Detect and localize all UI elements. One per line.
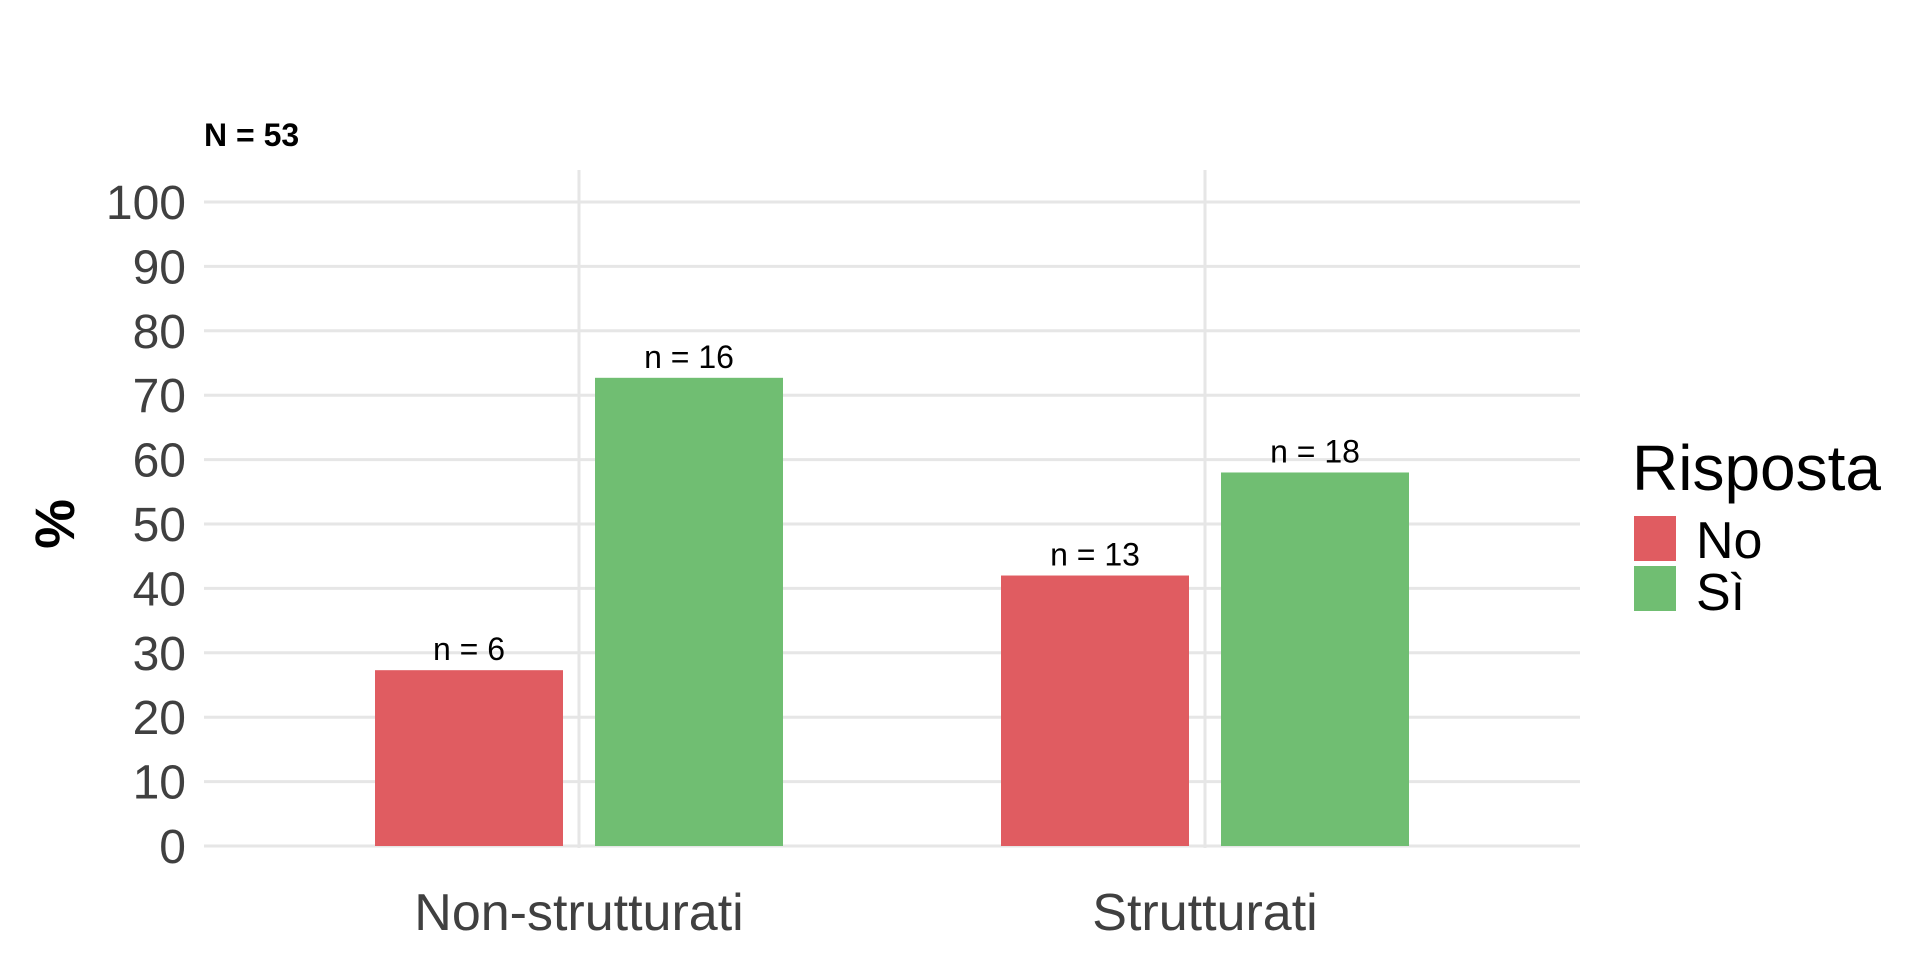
legend-title: Risposta — [1632, 432, 1881, 504]
bar-si-2 — [1221, 472, 1409, 846]
data-label-si-1: n = 16 — [644, 339, 734, 375]
y-tick-label-10: 10 — [133, 757, 186, 810]
x-axis-ticks: Non-strutturati Strutturati — [414, 884, 1317, 942]
x-tick-label-1: Non-strutturati — [414, 884, 743, 942]
y-tick-label-100: 100 — [106, 177, 186, 230]
data-labels: n = 6 n = 13 n = 16 n = 18 — [433, 339, 1360, 667]
y-tick-label-0: 0 — [159, 821, 186, 874]
y-tick-label-70: 70 — [133, 370, 186, 423]
legend-swatch-si — [1634, 566, 1676, 611]
data-label-si-2: n = 18 — [1270, 433, 1360, 469]
y-axis-ticks: 0 10 20 30 40 50 60 70 80 90 100 — [106, 177, 186, 874]
chart-subtitle: N = 53 — [204, 117, 299, 153]
data-label-no-2: n = 13 — [1050, 537, 1140, 573]
bars-layer — [375, 378, 1409, 846]
bar-no-2 — [1001, 576, 1189, 846]
y-tick-label-40: 40 — [133, 563, 186, 616]
y-tick-label-90: 90 — [133, 241, 186, 294]
bar-si-1 — [595, 378, 783, 846]
y-tick-label-30: 30 — [133, 628, 186, 681]
y-axis-label: % — [23, 499, 86, 549]
y-tick-label-80: 80 — [133, 306, 186, 359]
y-tick-label-60: 60 — [133, 435, 186, 488]
y-tick-label-20: 20 — [133, 692, 186, 745]
legend-label-no: No — [1696, 512, 1762, 570]
bar-no-1 — [375, 670, 563, 846]
legend-swatch-no — [1634, 516, 1676, 561]
x-tick-label-2: Strutturati — [1092, 884, 1317, 942]
legend-label-si: Sì — [1696, 564, 1745, 622]
data-label-no-1: n = 6 — [433, 631, 505, 667]
legend: Risposta No Sì — [1632, 432, 1881, 622]
y-tick-label-50: 50 — [133, 499, 186, 552]
